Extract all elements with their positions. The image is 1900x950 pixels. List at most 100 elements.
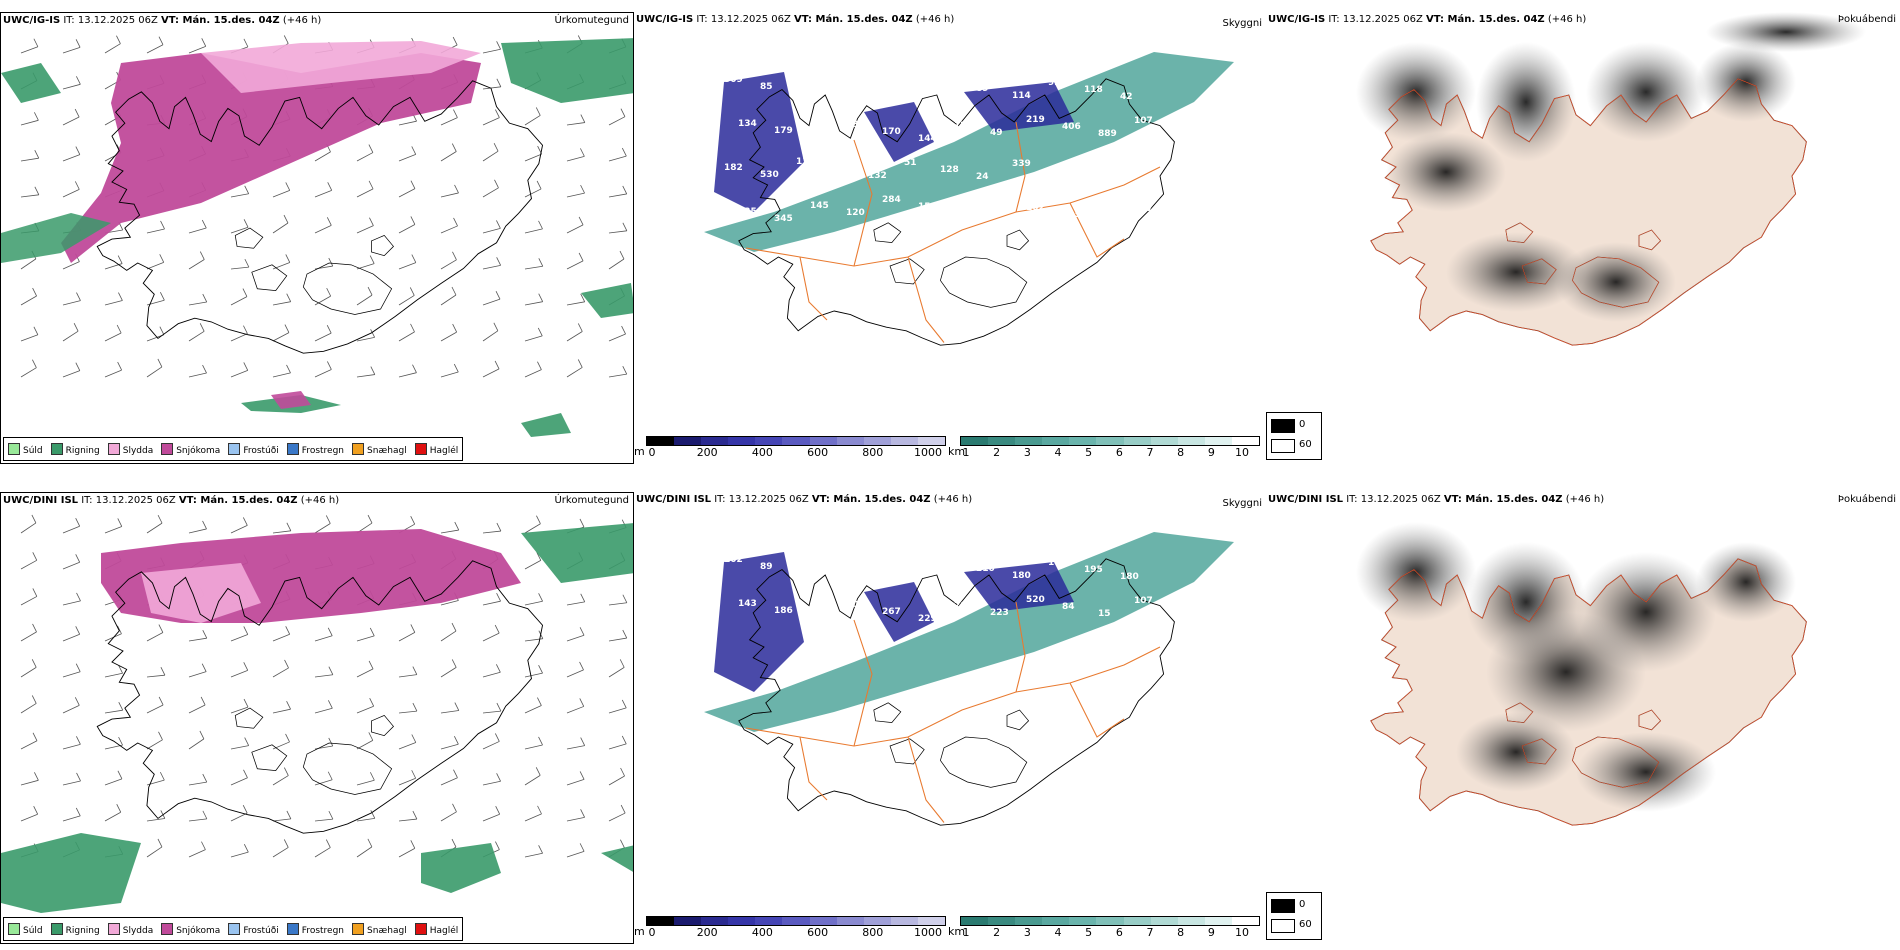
glacier-outline <box>1638 229 1661 251</box>
glacier-outline <box>1638 709 1661 731</box>
colorbar-segment <box>1015 437 1043 445</box>
colorbar-segment <box>988 917 1016 925</box>
colorbar-segment <box>890 917 918 925</box>
legend-swatch <box>414 442 427 455</box>
legend-label: Slydda <box>122 445 154 456</box>
fog-area <box>1696 542 1796 622</box>
glacier-outline <box>889 258 925 285</box>
visibility-panel-bottom: UWC/DINI ISL IT: 13.12.2025 06Z VT: Mán.… <box>634 492 1266 944</box>
colorbar-tick-label: 4 <box>1054 446 1062 459</box>
colorbar-segment <box>1204 917 1232 925</box>
panel-title: UWC/DINI ISL IT: 13.12.2025 06Z VT: Mán.… <box>3 495 340 506</box>
colorbar-segment <box>917 917 946 925</box>
fog-area <box>1576 732 1716 812</box>
legend-label: Slydda <box>122 925 154 936</box>
panel-title: UWC/IG-IS IT: 13.12.2025 06Z VT: Mán. 15… <box>3 15 322 26</box>
colorbar-tick-label: 5 <box>1085 926 1093 939</box>
rain-area <box>1 63 61 103</box>
visibility-value-label: 158 <box>918 202 937 212</box>
visibility-value-label: 186 <box>774 606 793 616</box>
colorbar-segment <box>701 437 729 445</box>
fog-legend-swatch <box>1271 899 1295 913</box>
legend-swatch <box>107 922 120 935</box>
glacier-outline <box>251 744 288 771</box>
colorbar-ticks: 0 200 400 600 800 1000 <box>646 446 946 460</box>
glacier-outline <box>1006 709 1030 731</box>
visibility-value-label: 229 <box>918 614 937 624</box>
visibility-value-label: 320 <box>1084 173 1103 183</box>
legend-swatch <box>8 442 20 455</box>
fog-panel-top: UWC/IG-IS IT: 13.12.2025 06Z VT: Mán. 15… <box>1266 12 1900 464</box>
visibility-value-label: 92 <box>1048 78 1061 88</box>
colorbar-unit: m <box>634 925 645 938</box>
visibility-value-label: 168 <box>990 196 1009 206</box>
visibility-value-label: 144 <box>918 134 937 144</box>
visibility-value-label: 203 <box>846 600 865 610</box>
visibility-value-label: 102 <box>1026 203 1045 213</box>
visibility-low-area <box>964 562 1074 612</box>
visibility-value-label: 182 <box>724 163 743 173</box>
fog-legend-label: 60 <box>1299 439 1312 450</box>
visibility-value-label: 172 <box>1098 197 1117 207</box>
snow-area <box>271 391 311 409</box>
glacier-outline <box>873 702 902 723</box>
precip-map <box>1 35 633 437</box>
glacier-outline <box>302 262 393 315</box>
visibility-value-label: 180 <box>1012 571 1031 581</box>
colorbar-tick-label: 10 <box>1235 446 1249 459</box>
colorbar-segment <box>782 917 810 925</box>
visibility-value-label: 267 <box>882 607 901 617</box>
colorbar-tick-label: 600 <box>807 446 829 459</box>
visibility-low-area <box>864 582 934 642</box>
colorbar-segment <box>809 917 837 925</box>
visibility-value-label: 121 <box>954 121 973 131</box>
sleet-area <box>141 563 261 623</box>
colorbar-tick-label: 1 <box>962 446 970 459</box>
colorbar-tick-label: 600 <box>807 926 829 939</box>
visibility-map: 102 89 94 241 148 148 162 210 180 189 195 180 143 186… <box>704 532 1234 826</box>
fog-legend-swatch <box>1271 919 1295 933</box>
legend-swatch <box>228 442 241 455</box>
rain-area <box>421 843 501 893</box>
glacier-outline <box>1521 738 1557 765</box>
colorbar-unit: km <box>948 925 966 938</box>
visibility-value-label: 162 <box>832 164 851 174</box>
visibility-value-label: 179 <box>774 126 793 136</box>
colorbar-tick-label: 5 <box>1085 446 1093 459</box>
visibility-km-colorbar: 1 2 3 4 5 6 7 8 9 10 km <box>948 916 1260 940</box>
fog-area <box>1446 232 1586 312</box>
visibility-value-label: 207 <box>1134 204 1153 214</box>
precip-legend-item: Snjókoma <box>161 922 220 936</box>
colorbar-segment <box>1177 437 1205 445</box>
colorbar-strip <box>646 916 946 926</box>
visibility-value-label: 115 <box>796 157 815 167</box>
colorbar-tick-label: 7 <box>1146 446 1154 459</box>
precip-legend-item: Rigning <box>50 442 100 456</box>
legend-swatch <box>286 442 299 455</box>
visibility-value-label: 10 <box>796 89 809 99</box>
glacier-outline <box>1521 258 1557 285</box>
fog-legend-swatch <box>1271 439 1295 453</box>
colorbar-tick-label: 200 <box>696 446 718 459</box>
panel-variable: Skyggni <box>1222 18 1262 29</box>
glacier-outline <box>940 736 1028 788</box>
snow-area <box>61 53 481 263</box>
fog-area <box>1456 712 1576 792</box>
colorbar-tick-label: 0 <box>648 446 656 459</box>
colorbar-segment <box>755 917 783 925</box>
legend-swatch <box>50 922 63 935</box>
precip-legend: Súld Rigning Slydda Snjókoma Frostúði Frostre… <box>3 437 464 461</box>
visibility-value-label: 145 <box>810 201 829 211</box>
visibility-value-label: 162 <box>940 557 959 567</box>
colorbar-tick-label: 10 <box>1235 926 1249 939</box>
visibility-value-label: 530 <box>760 170 779 180</box>
colorbar-ticks: 1 2 3 4 5 6 7 8 9 10 <box>960 926 1260 940</box>
rain-area <box>1 213 111 263</box>
visibility-value-label: 219 <box>1026 115 1045 125</box>
visibility-labels: 309 85 10 68 1 144 186 89 114 92 118 42 134 179 199 189… <box>724 75 1153 224</box>
precip-legend-item: Frostúði <box>228 922 279 936</box>
glacier-outline <box>371 234 394 257</box>
visibility-value-label: 195 <box>1084 565 1103 575</box>
legend-swatch <box>352 922 365 935</box>
fog-area <box>1476 42 1576 162</box>
